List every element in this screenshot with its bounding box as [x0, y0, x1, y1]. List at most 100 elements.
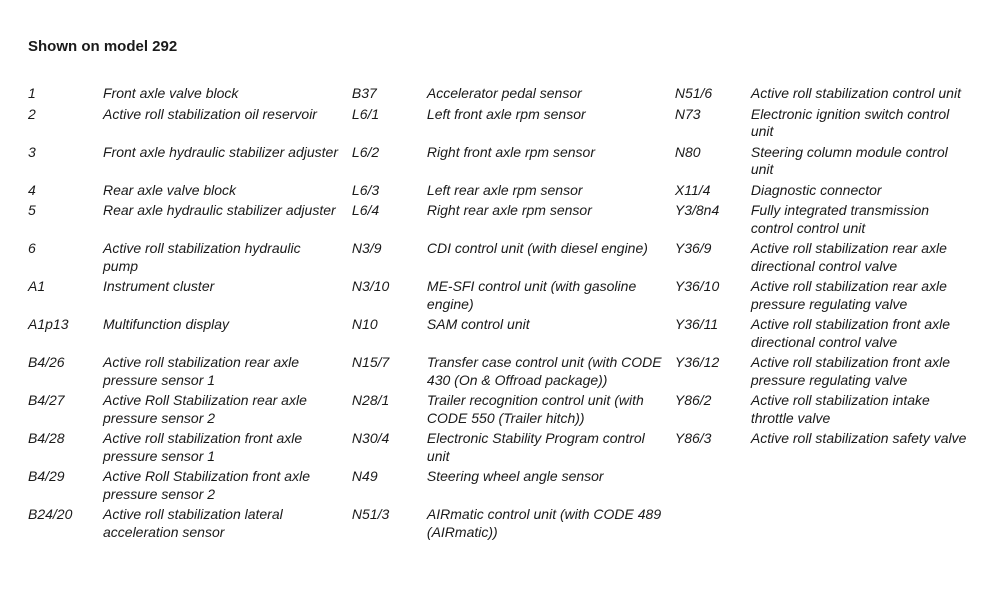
legend-entry: A1 Instrument cluster: [28, 278, 352, 296]
component-code: B4/26: [28, 354, 65, 370]
legend-entry: N3/9 CDI control unit (with diesel engine…: [352, 240, 675, 258]
component-description: ME-SFI control unit (with gasoline engin…: [426, 278, 637, 312]
component-description: Right rear axle rpm sensor: [426, 202, 592, 218]
component-code: Y36/11: [674, 316, 719, 332]
component-code: 2: [28, 105, 36, 122]
legend-entry: A1p13 Multifunction display: [28, 316, 352, 334]
component-description: Active roll stabilization control unit: [750, 85, 961, 101]
component-description: Multifunction display: [103, 316, 230, 332]
component-description: Active roll stabilization intake throttl…: [750, 392, 930, 426]
legend-entry: N51/6 Active roll stabilization control u…: [675, 85, 987, 103]
component-description: Front axle hydraulic stabilizer adjuster: [103, 143, 338, 160]
component-code: Y36/9: [674, 240, 712, 256]
legend-row: 5 Rear axle hydraulic stabilizer adjuster…: [28, 202, 987, 237]
legend-entry: N10 SAM control unit: [352, 316, 675, 334]
component-description: Electronic Stability Program control uni…: [426, 430, 645, 464]
legend-entry: L6/2 Right front axle rpm sensor: [352, 144, 675, 162]
component-description: Active roll stabilization rear axle pres…: [750, 278, 947, 312]
legend-entry: N51/3 AIRmatic control unit (with CODE 48…: [352, 506, 675, 541]
component-code: L6/4: [351, 202, 380, 218]
component-code: B4/27: [28, 392, 65, 408]
component-code: 4: [28, 181, 36, 198]
component-code: 3: [28, 143, 36, 160]
component-code: L6/3: [351, 181, 380, 198]
legend-entry: 1 Front axle valve block: [28, 85, 352, 103]
legend-entry: Y86/2 Active roll stabilization intake th…: [675, 392, 987, 427]
component-code: Y36/10: [674, 278, 720, 294]
legend-entry: N28/1 Trailer recognition control unit (w…: [352, 392, 675, 427]
component-description: AIRmatic control unit (with CODE 489 (AI…: [426, 506, 662, 540]
legend-entry: N73 Electronic ignition switch control un…: [675, 106, 987, 141]
component-description: Left rear axle rpm sensor: [426, 181, 583, 198]
component-description: Accelerator pedal sensor: [426, 85, 582, 101]
legend-entry: N3/10 ME-SFI control unit (with gasoline …: [352, 278, 675, 313]
component-description: Fully integrated transmission control co…: [750, 202, 930, 236]
component-code: N51/3: [351, 506, 390, 522]
component-description: Active Roll Stabilization rear axle pres…: [103, 392, 307, 426]
component-code: 5: [28, 202, 36, 218]
component-code: Y36/12: [674, 354, 720, 370]
component-code: L6/2: [351, 143, 380, 160]
legend-entry: Y36/12 Active roll stabilization front ax…: [675, 354, 987, 389]
component-code: L6/1: [351, 105, 380, 122]
legend-entry: 6 Active roll stabilization hydraulic pum…: [28, 240, 352, 275]
component-description: Active roll stabilization lateral accele…: [103, 506, 283, 540]
component-description: Active roll stabilization hydraulic pump: [103, 240, 301, 274]
legend-entry: L6/3 Left rear axle rpm sensor: [352, 182, 675, 200]
legend-row: B4/29 Active Roll Stabilization front axl…: [28, 468, 987, 503]
legend-entry: N30/4 Electronic Stability Program contro…: [352, 430, 675, 465]
legend-entry: 4 Rear axle valve block: [28, 182, 352, 200]
component-code: A1: [28, 278, 46, 294]
component-description: Active roll stabilization rear axle pres…: [103, 354, 300, 388]
legend-row: B4/27 Active Roll Stabilization rear axle…: [28, 392, 987, 427]
component-code: N51/6: [674, 85, 713, 101]
component-description: Steering column module control unit: [750, 143, 948, 178]
component-code: 1: [28, 85, 36, 101]
component-description: Active roll stabilization front axle pre…: [750, 354, 951, 388]
component-description: Active roll stabilization safety valve: [750, 430, 967, 446]
component-description: CDI control unit (with diesel engine): [426, 240, 648, 256]
legend-entry: Y86/3 Active roll stabilization safety va…: [675, 430, 987, 448]
legend-row: 2 Active roll stabilization oil reservoir…: [28, 106, 987, 141]
legend-entry: B24/20 Active roll stabilization lateral …: [28, 506, 352, 541]
legend-entry: B4/29 Active Roll Stabilization front axl…: [28, 468, 352, 503]
component-code: Y3/8n4: [674, 202, 720, 218]
legend-entry: Y36/11 Active roll stabilization front ax…: [675, 316, 987, 351]
component-code: N28/1: [351, 392, 390, 408]
component-description: Front axle valve block: [103, 85, 239, 101]
component-description: Steering wheel angle sensor: [426, 468, 604, 484]
legend-table: 1 Front axle valve block B37 Accelerator pe…: [28, 85, 987, 541]
page-title: Shown on model 292: [28, 38, 178, 55]
legend-entry: N80 Steering column module control unit: [675, 144, 987, 179]
legend-entry: X11/4 Diagnostic connector: [675, 182, 987, 200]
component-code: A1p13: [28, 316, 69, 332]
legend-entry: N49 Steering wheel angle sensor: [352, 468, 675, 486]
component-description: Active roll stabilization front axle pre…: [103, 430, 303, 464]
component-code: Y86/3: [674, 430, 712, 446]
component-code: N15/7: [351, 354, 390, 370]
legend-row: B4/28 Active roll stabilization front axl…: [28, 430, 987, 465]
legend-entry: B4/27 Active Roll Stabilization rear axle…: [28, 392, 352, 427]
component-description: Rear axle hydraulic stabilizer adjuster: [103, 202, 336, 218]
component-code: B4/28: [28, 430, 65, 446]
component-code: 6: [28, 240, 36, 256]
legend-row: A1 Instrument cluster N3/10 ME-SFI control …: [28, 278, 987, 313]
component-code: N10: [351, 316, 378, 332]
component-code: N3/9: [351, 240, 382, 256]
legend-entry: N15/7 Transfer case control unit (with CO…: [352, 354, 675, 389]
legend-row: 3 Front axle hydraulic stabilizer adjuste…: [28, 144, 987, 179]
legend-entry: L6/4 Right rear axle rpm sensor: [352, 202, 675, 220]
legend-entry: B37 Accelerator pedal sensor: [352, 85, 675, 103]
component-description: Rear axle valve block: [103, 181, 237, 198]
legend-row: 6 Active roll stabilization hydraulic pum…: [28, 240, 987, 275]
legend-entry: Y36/10 Active roll stabilization rear axl…: [675, 278, 987, 313]
component-description: Right front axle rpm sensor: [426, 143, 595, 160]
legend-row: 4 Rear axle valve block L6/3 Left rear axle…: [28, 182, 987, 200]
component-description: Diagnostic connector: [750, 181, 882, 198]
legend-row: B24/20 Active roll stabilization lateral …: [28, 506, 987, 541]
component-description: Active Roll Stabilization front axle pre…: [103, 468, 310, 502]
component-code: B4/29: [28, 468, 65, 484]
legend-entry: 3 Front axle hydraulic stabilizer adjuste…: [28, 144, 352, 162]
component-description: Left front axle rpm sensor: [426, 105, 586, 122]
